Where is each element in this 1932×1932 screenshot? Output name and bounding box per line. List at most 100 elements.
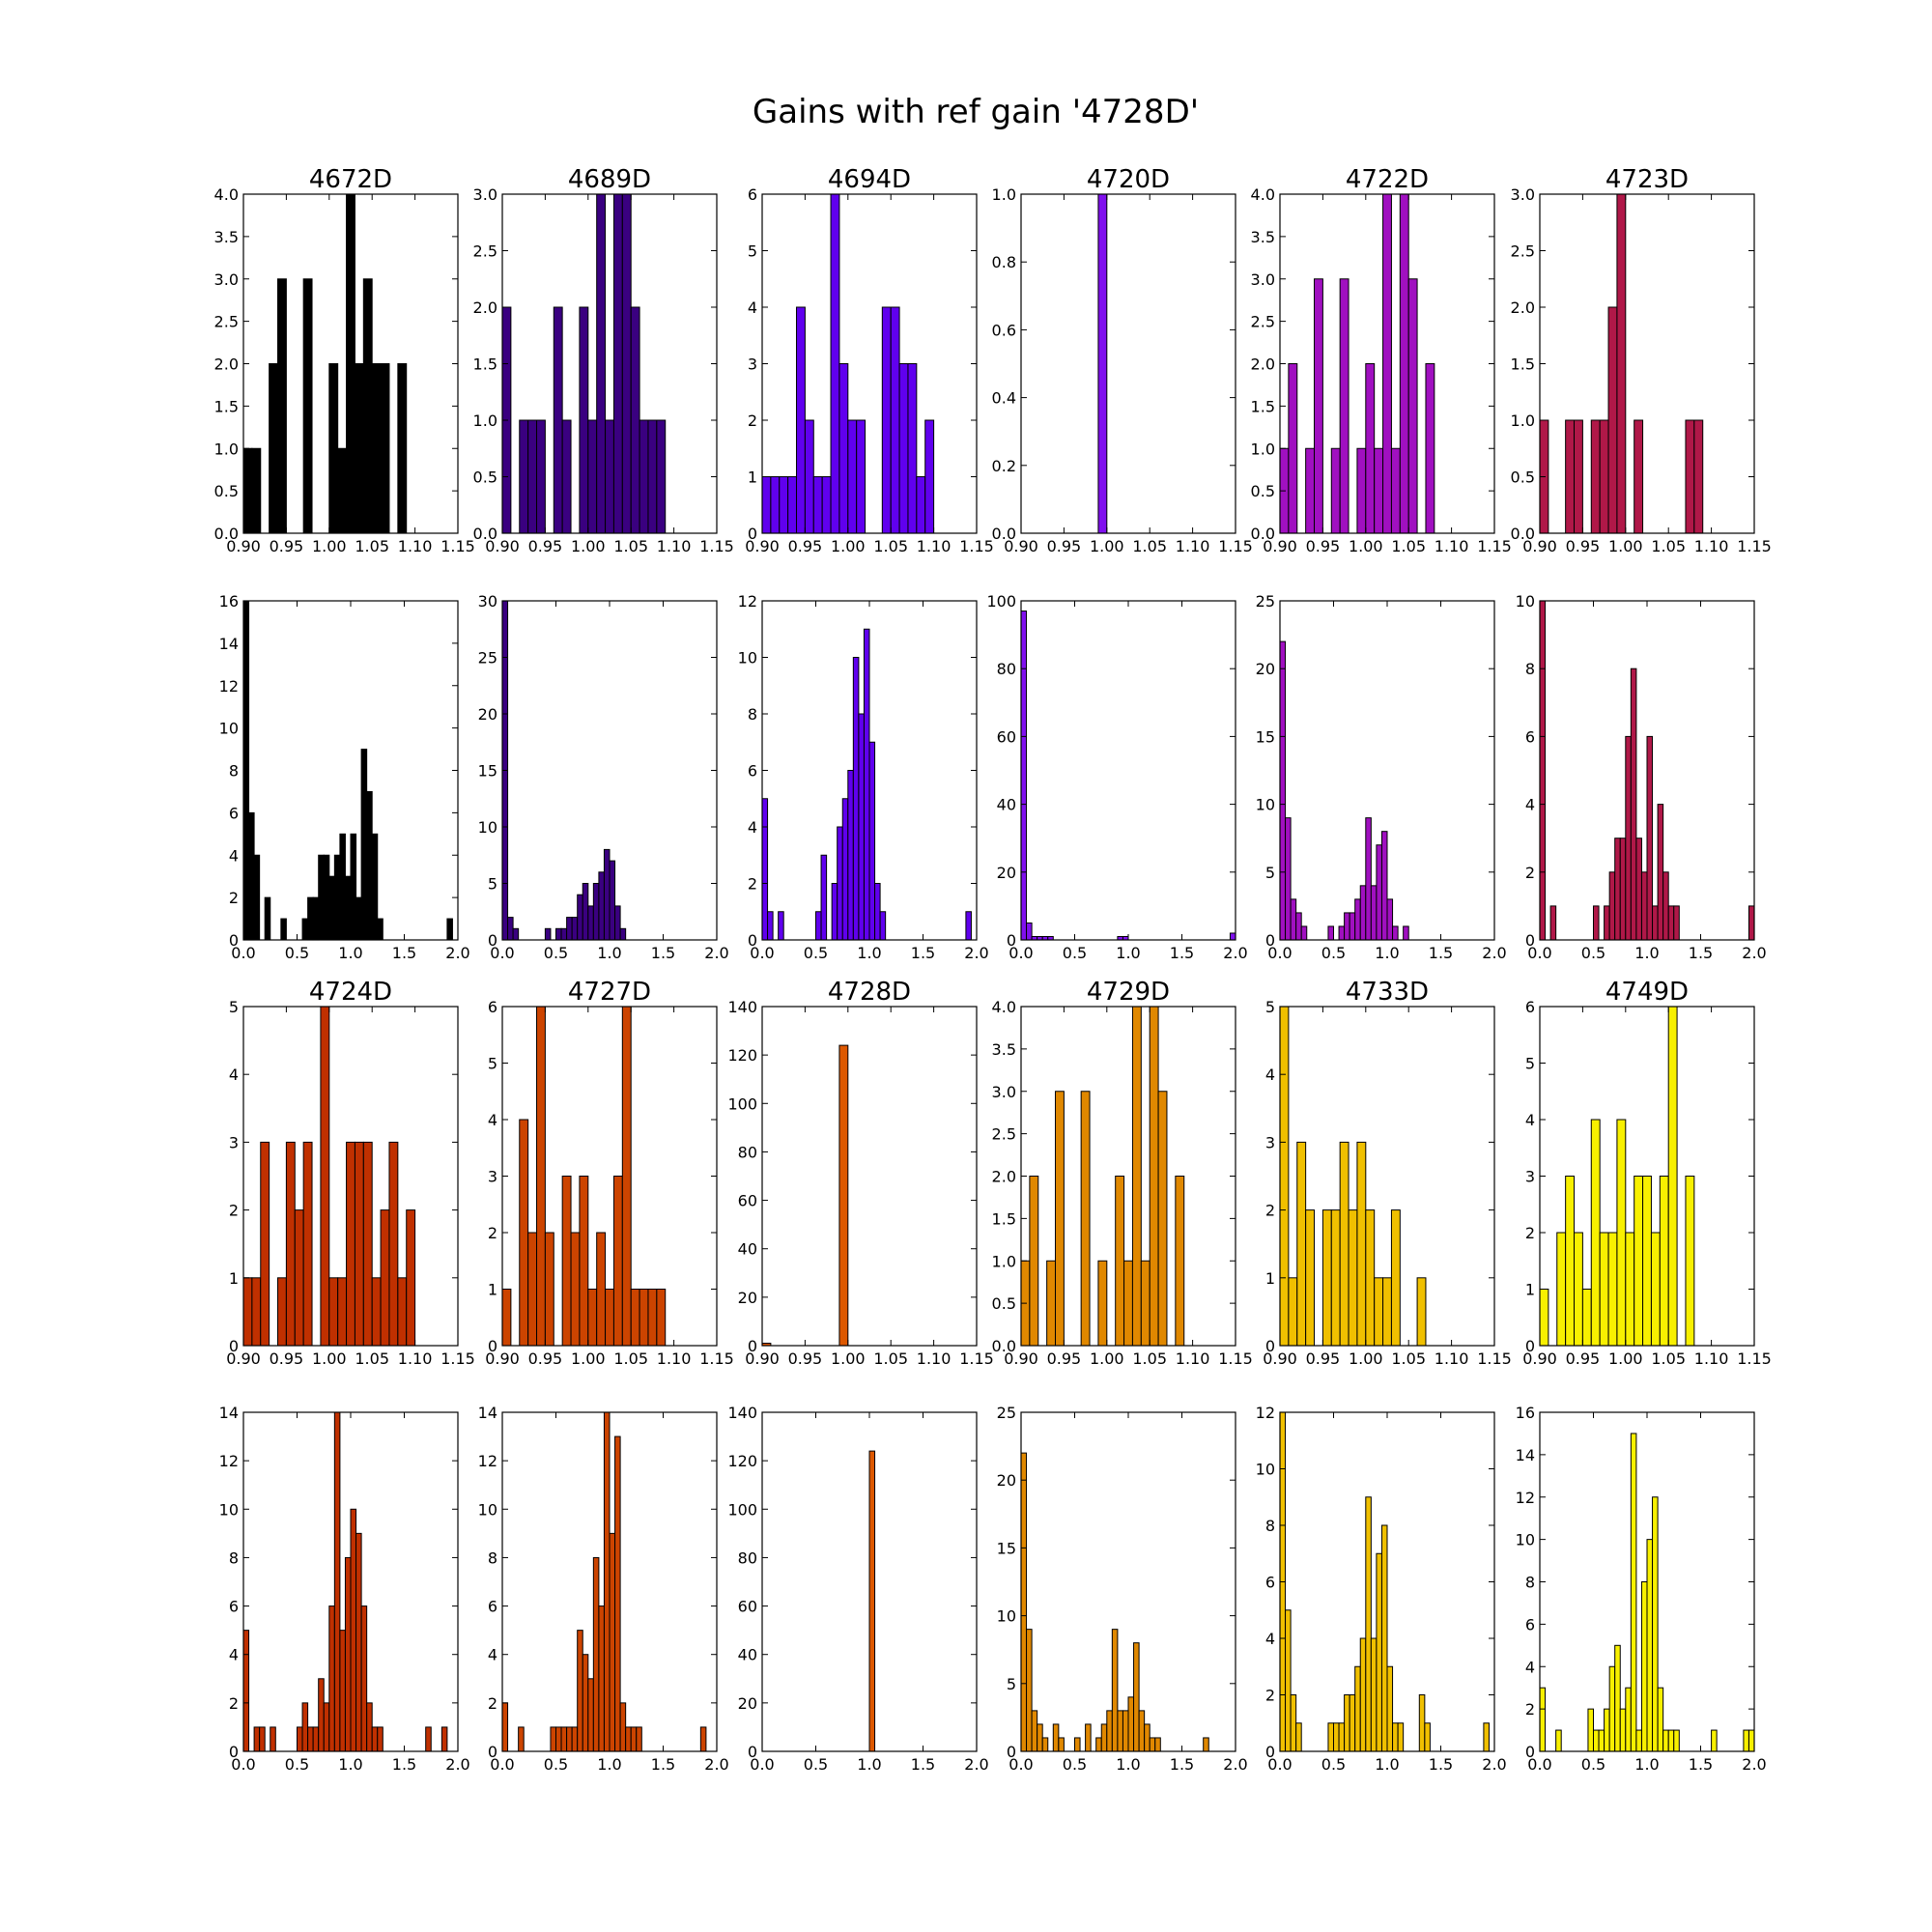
x-tick-label: 1.00 [1090, 537, 1124, 555]
x-tick-label: 0.95 [1566, 537, 1601, 555]
histogram-bar [647, 419, 658, 534]
histogram-bar [587, 1678, 594, 1752]
y-tick-label: 0 [748, 1337, 757, 1355]
y-tick-label: 10 [1256, 1461, 1275, 1479]
y-tick-label: 2.5 [992, 1125, 1016, 1144]
y-tick-label: 2.0 [473, 298, 497, 317]
axes-frame [1279, 1006, 1495, 1347]
y-tick-label: 15 [478, 762, 497, 781]
y-tick-label: 0.0 [1251, 525, 1275, 543]
histogram-bar [621, 193, 632, 534]
histogram-bar [1314, 278, 1323, 534]
y-tick-label: 1.0 [992, 1252, 1016, 1270]
histogram-bar [767, 911, 774, 941]
x-tick-label: 1.10 [1435, 1350, 1469, 1368]
y-tick-label: 0 [229, 1743, 239, 1761]
y-tick-label: 60 [738, 1598, 757, 1616]
y-tick-label: 0.6 [992, 321, 1016, 339]
histogram-bar [1593, 905, 1600, 941]
x-tick-label: 2.0 [1482, 1755, 1506, 1774]
histogram-bar [553, 306, 563, 534]
histogram-panel: 0.0 0.5 1.0 1.5 2.0 0 5 10 15 20 25 [1256, 592, 1507, 962]
histogram-bar [1652, 1496, 1659, 1752]
histogram-bar [1607, 1232, 1618, 1347]
histogram-bar [1149, 1737, 1156, 1752]
histogram-bar [501, 1289, 512, 1347]
histogram-bar [1330, 447, 1341, 534]
histogram-bar [890, 306, 900, 534]
y-tick-label: 1.0 [1251, 440, 1275, 458]
histogram-panel: 0.90 0.95 1.00 1.05 1.10 1.15 0 1 2 3 4 5 6 4694D [745, 165, 994, 555]
histogram-bar [1685, 419, 1695, 534]
histogram-bar [248, 811, 255, 941]
y-tick-label: 140 [727, 998, 757, 1016]
histogram-bar [868, 741, 876, 941]
x-tick-label: 0.95 [788, 537, 823, 555]
histogram-bar [779, 476, 789, 534]
histogram-bar [630, 306, 640, 534]
histogram-bar [1598, 1729, 1605, 1752]
histogram-bar [1399, 193, 1409, 534]
histogram-bar [301, 1702, 309, 1752]
x-tick-label: 1.05 [1651, 1350, 1686, 1368]
x-tick-label: 0.5 [1581, 1755, 1605, 1774]
histogram-bar [577, 1630, 583, 1752]
histogram-bar [333, 854, 341, 941]
y-tick-label: 2 [748, 875, 757, 894]
histogram-bar [366, 1702, 373, 1752]
histogram-bar [333, 1411, 341, 1752]
histogram-bar [1386, 1665, 1394, 1752]
histogram-bar [1127, 1696, 1135, 1752]
histogram-bar [1117, 1710, 1123, 1752]
histogram-bar [1646, 735, 1654, 941]
histogram-bar [1743, 1729, 1749, 1752]
x-tick-label: 1.0 [338, 1755, 362, 1774]
y-tick-label: 2 [229, 1694, 239, 1713]
histogram-bar [1359, 1637, 1367, 1752]
histogram-bar [1574, 1232, 1583, 1347]
y-tick-label: 4 [1265, 1630, 1275, 1648]
histogram-bar [323, 854, 330, 941]
histogram-bar [898, 363, 909, 534]
histogram-panel: 0.90 0.95 1.00 1.05 1.10 1.15 0.0 0.2 0.4 0.6 0.8 1… [992, 165, 1253, 555]
x-tick-label: 1.00 [1608, 537, 1643, 555]
histogram-bar [337, 1277, 348, 1347]
x-tick-label: 0.90 [1263, 1350, 1297, 1368]
histogram-bar [512, 927, 520, 941]
histogram-bar [761, 476, 772, 534]
histogram-panel: 0.0 0.5 1.0 1.5 2.0 0 2 4 6 8 10 12 [1256, 1404, 1507, 1774]
y-tick-label: 4 [1525, 1111, 1535, 1129]
y-tick-label: 6 [488, 998, 497, 1016]
histogram-bar [1029, 1176, 1039, 1347]
y-tick-label: 6 [488, 1598, 497, 1616]
histogram-bar [1365, 1496, 1372, 1752]
histogram-bar [536, 1006, 546, 1347]
y-tick-label: 2 [1265, 1202, 1275, 1220]
y-tick-label: 16 [1516, 1404, 1535, 1422]
histogram-bar [312, 1726, 320, 1752]
histogram-bar [1327, 925, 1334, 941]
histogram-bar [1640, 1581, 1648, 1752]
histogram-bar [1296, 1141, 1307, 1347]
y-tick-label: 4 [488, 1111, 497, 1129]
x-tick-label: 1.10 [1176, 537, 1210, 555]
x-tick-label: 1.15 [440, 537, 475, 555]
histogram-bar [1097, 193, 1108, 534]
y-tick-label: 1 [748, 469, 757, 487]
y-tick-label: 2 [488, 1224, 497, 1242]
y-tick-label: 20 [997, 1471, 1016, 1490]
histogram-bar [446, 918, 453, 941]
x-tick-label: 1.15 [959, 537, 994, 555]
subplot-grid: 0.90 0.95 1.00 1.05 1.10 1.150.00.51.01.52.02… [214, 165, 1772, 1774]
histogram-bar [1549, 905, 1557, 941]
x-tick-label: 0.95 [270, 1350, 304, 1368]
y-tick-label: 2.5 [1511, 242, 1535, 261]
x-tick-label: 1.00 [571, 1350, 606, 1368]
histogram-bar [371, 833, 379, 941]
histogram-bar [582, 883, 589, 941]
y-tick-label: 3.0 [473, 185, 497, 204]
y-tick-label: 4.0 [214, 185, 239, 204]
y-tick-label: 4.0 [992, 998, 1016, 1016]
histogram-bar [1397, 1722, 1405, 1752]
y-tick-label: 2.0 [214, 355, 239, 374]
